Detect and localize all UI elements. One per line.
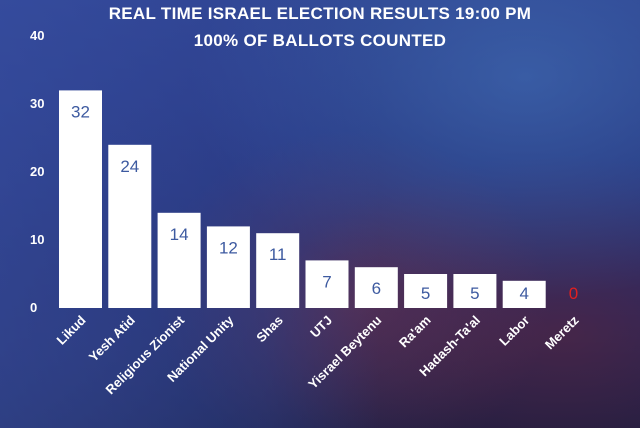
data-label: 32 [71,102,90,121]
bar [108,144,152,308]
x-tick-label: UTJ [307,313,335,341]
y-tick-label: 40 [30,28,44,43]
bar [354,267,398,308]
data-label: 11 [269,245,287,264]
x-tick-label: Labor [496,313,532,349]
bar [305,260,349,308]
bar [256,233,300,308]
chart-title: REAL TIME ISRAEL ELECTION RESULTS 19:00 … [108,4,532,23]
data-label: 7 [322,272,331,291]
bar [453,274,497,308]
data-label: 24 [120,157,139,176]
y-tick-label: 20 [30,164,44,179]
data-label: 14 [170,225,189,244]
y-tick-label: 10 [30,232,44,247]
bar [157,212,201,308]
data-label: 6 [372,279,381,298]
bar [404,274,448,308]
bars [59,90,546,309]
x-tick-label: Meretz [542,312,582,352]
data-label: 5 [421,284,430,303]
data-labels: 32 24 14 12 11 7 6 5 5 4 0 [71,102,578,303]
bar [206,226,250,308]
data-label: 5 [470,284,479,303]
bar [59,90,102,309]
data-label: 0 [569,284,578,303]
chart-subtitle: 100% OF BALLOTS COUNTED [193,31,447,50]
y-axis: 0 10 20 30 40 [30,28,44,315]
data-label: 12 [219,238,238,257]
x-tick-label: Likud [53,312,88,347]
bar [502,280,546,308]
y-tick-label: 30 [30,96,44,111]
data-label: 4 [519,284,528,303]
x-tick-label: Ra'am [396,313,434,351]
x-tick-label: Yesh Atid [86,312,138,364]
y-tick-label: 0 [30,300,37,315]
x-tick-label: Shas [253,313,286,346]
